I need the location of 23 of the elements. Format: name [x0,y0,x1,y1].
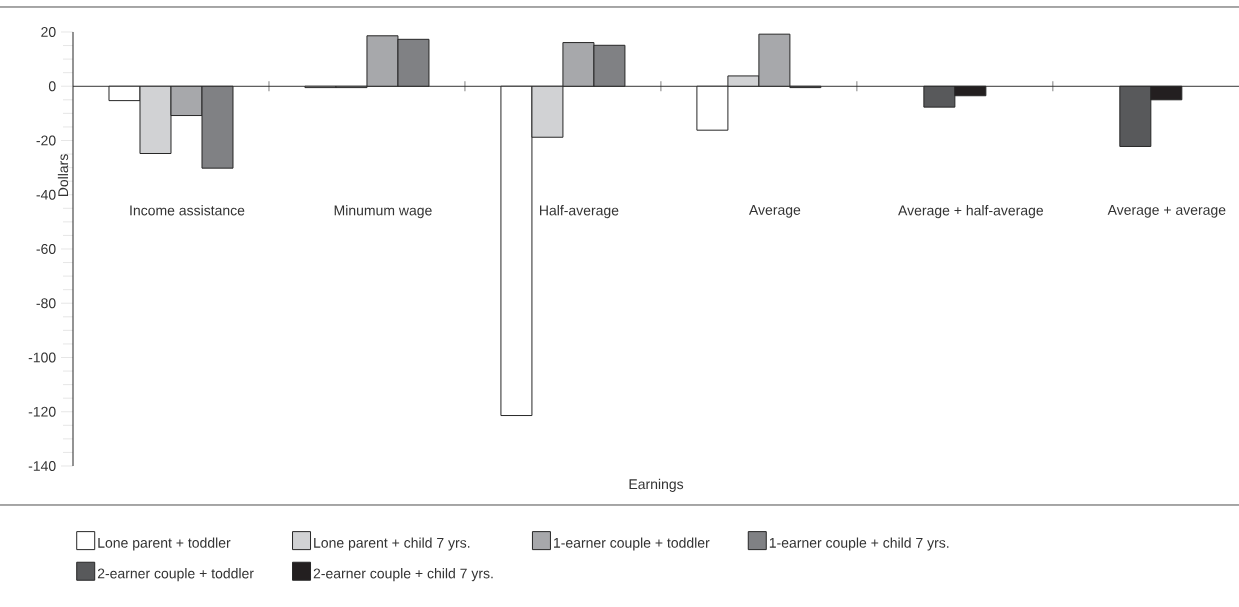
y-tick-label: -120 [28,406,56,417]
y-tick-label: -20 [36,135,56,146]
legend-label: 1-earner couple + child 7 yrs. [769,537,949,551]
legend-label: 1-earner couple + toddler [554,537,710,551]
legend-label: 2-earner couple + child 7 yrs. [313,568,493,582]
x-tick-label: Average + half-average [898,205,1044,219]
x-tick-label: Half-average [540,205,619,219]
y-tick-label: 0 [48,81,56,92]
legend-label: Lone parent + child 7 yrs. [314,537,470,551]
y-tick-label: -100 [28,352,56,363]
y-tick-label: 20 [41,27,56,37]
y-tick-label: -40 [36,189,56,200]
y-tick-label: -80 [36,298,56,309]
x-axis-title: Earnings [629,478,684,492]
x-tick-label: Average + average [1107,205,1226,218]
y-tick-label: -60 [36,244,56,254]
x-tick-label: Income assistance [130,205,245,216]
y-axis-title: Dollars [57,154,69,197]
legend-label: Lone parent + toddler [98,537,231,551]
x-tick-label: Average [748,205,801,218]
x-tick-label: Minumum wage [334,205,432,219]
y-tick-label: -140 [28,461,56,471]
legend-label: 2-earner couple + toddler [97,568,254,582]
